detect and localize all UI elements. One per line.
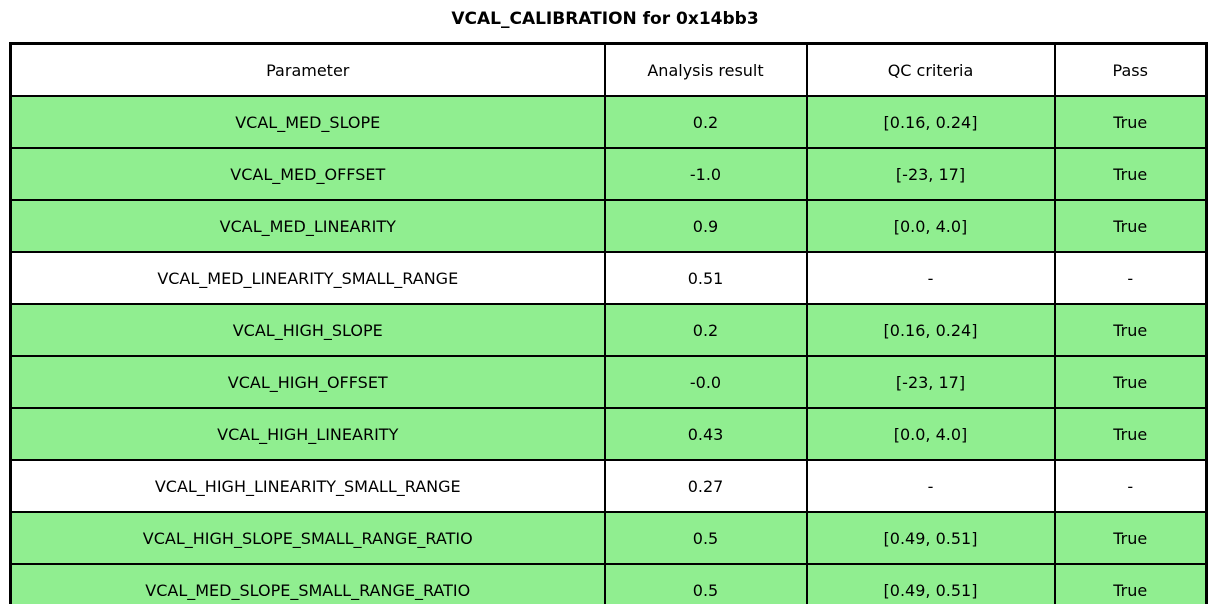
table-row: VCAL_HIGH_OFFSET -0.0 [-23, 17] True — [9, 355, 1208, 409]
table-row: VCAL_MED_LINEARITY 0.9 [0.0, 4.0] True — [9, 199, 1208, 253]
analysis-result-cell: 0.9 — [603, 199, 808, 253]
qc-results-table: Parameter Analysis result QC criteria Pa… — [9, 42, 1208, 604]
parameter-cell: VCAL_HIGH_LINEARITY — [9, 407, 606, 461]
analysis-result-cell: 0.51 — [603, 251, 808, 305]
pass-cell: True — [1053, 355, 1208, 409]
parameter-cell: VCAL_MED_LINEARITY — [9, 199, 606, 253]
table-row: VCAL_MED_OFFSET -1.0 [-23, 17] True — [9, 147, 1208, 201]
analysis-result-cell: 0.2 — [603, 95, 808, 149]
table-row: VCAL_HIGH_LINEARITY_SMALL_RANGE 0.27- - — [9, 459, 1208, 513]
qc-criteria-cell: [0.0, 4.0] — [805, 199, 1056, 253]
pass-cell: True — [1053, 95, 1208, 149]
qc-criteria-cell: [-23, 17] — [805, 147, 1056, 201]
parameter-cell: VCAL_MED_SLOPE — [9, 95, 606, 149]
pass-cell: True — [1053, 199, 1208, 253]
table-row: VCAL_HIGH_SLOPE_SMALL_RANGE_RATIO 0.5 [0.4… — [9, 511, 1208, 565]
qc-criteria-cell: [0.49, 0.51] — [805, 563, 1056, 604]
table-row: VCAL_HIGH_LINEARITY 0.43 [0.0, 4.0] True — [9, 407, 1208, 461]
qc-criteria-cell: [0.0, 4.0] — [805, 407, 1056, 461]
pass-cell: True — [1053, 147, 1208, 201]
qc-criteria-cell: [0.16, 0.24] — [805, 303, 1056, 357]
table-row: VCAL_MED_SLOPE_SMALL_RANGE_RATIO 0.5 [0.49… — [9, 563, 1208, 604]
table-row: VCAL_HIGH_SLOPE 0.2 [0.16, 0.24] True — [9, 303, 1208, 357]
header-analysis-result: Analysis result — [603, 42, 808, 97]
analysis-result-cell: -0.0 — [603, 355, 808, 409]
analysis-result-cell: 0.43 — [603, 407, 808, 461]
analysis-result-cell: 0.2 — [603, 303, 808, 357]
parameter-cell: VCAL_MED_LINEARITY_SMALL_RANGE — [9, 251, 606, 305]
table-body: VCAL_MED_SLOPE 0.2 [0.16, 0.24] True VCAL_ME… — [9, 95, 1208, 604]
pass-cell: - — [1053, 251, 1208, 305]
pass-cell: True — [1053, 303, 1208, 357]
qc-criteria-cell: [-23, 17] — [805, 355, 1056, 409]
figure-title: VCAL_CALIBRATION for 0x14bb3 — [451, 9, 759, 29]
table-row: VCAL_MED_LINEARITY_SMALL_RANGE 0.51- - — [9, 251, 1208, 305]
analysis-result-cell: 0.27 — [603, 459, 808, 513]
pass-cell: True — [1053, 407, 1208, 461]
qc-criteria-cell: [0.16, 0.24] — [805, 95, 1056, 149]
pass-cell: - — [1053, 459, 1208, 513]
parameter-cell: VCAL_HIGH_SLOPE — [9, 303, 606, 357]
header-parameter: Parameter — [9, 42, 606, 97]
header-pass: Pass — [1053, 42, 1208, 97]
table-header: Parameter Analysis result QC criteria Pa… — [9, 42, 1208, 97]
parameter-cell: VCAL_MED_OFFSET — [9, 147, 606, 201]
qc-criteria-cell: - — [805, 459, 1056, 513]
table-row: VCAL_MED_SLOPE 0.2 [0.16, 0.24] True — [9, 95, 1208, 149]
qc-criteria-cell: - — [805, 251, 1056, 305]
header-qc-criteria: QC criteria — [805, 42, 1056, 97]
parameter-cell: VCAL_HIGH_OFFSET — [9, 355, 606, 409]
pass-cell: True — [1053, 511, 1208, 565]
analysis-result-cell: 0.5 — [603, 563, 808, 604]
parameter-cell: VCAL_HIGH_SLOPE_SMALL_RANGE_RATIO — [9, 511, 606, 565]
analysis-result-cell: -1.0 — [603, 147, 808, 201]
qc-criteria-cell: [0.49, 0.51] — [805, 511, 1056, 565]
parameter-cell: VCAL_HIGH_LINEARITY_SMALL_RANGE — [9, 459, 606, 513]
analysis-result-cell: 0.5 — [603, 511, 808, 565]
pass-cell: True — [1053, 563, 1208, 604]
parameter-cell: VCAL_MED_SLOPE_SMALL_RANGE_RATIO — [9, 563, 606, 604]
header-row: Parameter Analysis result QC criteria Pa… — [9, 42, 1208, 97]
